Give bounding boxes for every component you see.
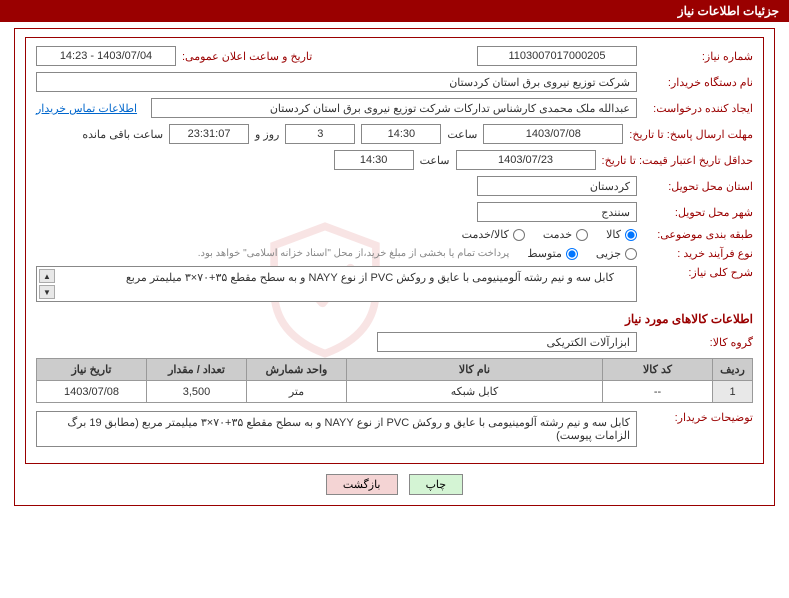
scroll-up-icon[interactable]: ▲ xyxy=(39,269,55,283)
td-name: کابل شبکه xyxy=(347,381,603,403)
radio-label-cat-0: کالا xyxy=(606,228,621,241)
field-deadline1-date: 1403/07/08 xyxy=(483,124,623,144)
radio-category-0[interactable]: کالا xyxy=(606,228,637,241)
scroll-down-icon[interactable]: ▼ xyxy=(39,285,55,299)
label-deadline1: مهلت ارسال پاسخ: تا تاریخ: xyxy=(629,128,753,141)
label-goods-group: گروه کالا: xyxy=(643,336,753,349)
radio-label-proc-1: متوسط xyxy=(527,247,562,260)
th-qty: تعداد / مقدار xyxy=(147,359,247,381)
radio-input-proc-0[interactable] xyxy=(625,248,637,260)
label-dayword: روز و xyxy=(255,128,279,141)
td-qty: 3,500 xyxy=(147,381,247,403)
label-province: استان محل تحویل: xyxy=(643,180,753,193)
label-overall-desc: شرح کلی نیاز: xyxy=(643,266,753,279)
table-row: 1 -- کابل شبکه متر 3,500 1403/07/08 xyxy=(37,381,753,403)
field-deadline2-date: 1403/07/23 xyxy=(456,150,596,170)
td-code: -- xyxy=(603,381,713,403)
label-hour-2: ساعت xyxy=(420,154,450,167)
buyer-contact-link[interactable]: اطلاعات تماس خریدار xyxy=(36,102,137,115)
goods-section-title: اطلاعات کالاهای مورد نیاز xyxy=(36,312,753,326)
label-need-no: شماره نیاز: xyxy=(643,50,753,63)
process-hint: پرداخت تمام یا بخشی از مبلغ خرید،از محل … xyxy=(198,248,510,259)
field-province: کردستان xyxy=(477,176,637,196)
label-hour-1: ساعت xyxy=(447,128,477,141)
field-announce: 1403/07/04 - 14:23 xyxy=(36,46,176,66)
radio-process-1[interactable]: متوسط xyxy=(527,247,578,260)
radio-input-cat-0[interactable] xyxy=(625,229,637,241)
field-deadline1-days: 3 xyxy=(285,124,355,144)
radio-label-proc-0: جزیی xyxy=(596,247,621,260)
label-announce: تاریخ و ساعت اعلان عمومی: xyxy=(182,50,312,63)
label-deadline2: حداقل تاریخ اعتبار قیمت: تا تاریخ: xyxy=(602,154,753,167)
th-unit: واحد شمارش xyxy=(247,359,347,381)
radio-group-process: جزیی متوسط xyxy=(527,247,637,260)
th-idx: ردیف xyxy=(713,359,753,381)
label-buyer-org: نام دستگاه خریدار: xyxy=(643,76,753,89)
table-header-row: ردیف کد کالا نام کالا واحد شمارش تعداد /… xyxy=(37,359,753,381)
overall-desc-text: کابل سه و نیم رشته آلومینیومی با عایق و … xyxy=(126,272,614,284)
th-date: تاریخ نیاز xyxy=(37,359,147,381)
radio-input-cat-1[interactable] xyxy=(576,229,588,241)
radio-group-category: کالا خدمت کالا/خدمت xyxy=(462,228,637,241)
label-category: طبقه بندی موضوعی: xyxy=(643,228,753,241)
radio-input-proc-1[interactable] xyxy=(566,248,578,260)
td-date: 1403/07/08 xyxy=(37,381,147,403)
goods-table: ردیف کد کالا نام کالا واحد شمارش تعداد /… xyxy=(36,358,753,403)
title-bar: جزئیات اطلاعات نیاز xyxy=(0,0,789,22)
label-requester: ایجاد کننده درخواست: xyxy=(643,102,753,115)
radio-input-cat-2[interactable] xyxy=(513,229,525,241)
radio-process-0[interactable]: جزیی xyxy=(596,247,637,260)
radio-label-cat-2: کالا/خدمت xyxy=(462,228,509,241)
td-idx: 1 xyxy=(713,381,753,403)
field-goods-group: ابزارآلات الکتریکی xyxy=(377,332,637,352)
td-unit: متر xyxy=(247,381,347,403)
th-code: کد کالا xyxy=(603,359,713,381)
label-process: نوع فرآیند خرید : xyxy=(643,247,753,260)
field-need-no: 1103007017000205 xyxy=(477,46,637,66)
radio-category-1[interactable]: خدمت xyxy=(543,228,588,241)
radio-category-2[interactable]: کالا/خدمت xyxy=(462,228,525,241)
field-overall-desc: کابل سه و نیم رشته آلومینیومی با عایق و … xyxy=(36,266,637,302)
field-city: سنندج xyxy=(477,202,637,222)
radio-label-cat-1: خدمت xyxy=(543,228,572,241)
print-button[interactable]: چاپ xyxy=(409,474,464,495)
buyer-notes-text: کابل سه و نیم رشته آلومینیومی با عایق و … xyxy=(67,417,630,442)
field-deadline1-time: 14:30 xyxy=(361,124,441,144)
field-deadline1-countdown: 23:31:07 xyxy=(169,124,249,144)
field-requester: عبدالله ملک محمدی کارشناس تدارکات شرکت ت… xyxy=(151,98,637,118)
field-buyer-org: شرکت توزیع نیروی برق استان کردستان xyxy=(36,72,637,92)
label-city: شهر محل تحویل: xyxy=(643,206,753,219)
label-remaining: ساعت باقی مانده xyxy=(82,128,163,141)
back-button[interactable]: بازگشت xyxy=(326,474,398,495)
field-deadline2-time: 14:30 xyxy=(334,150,414,170)
label-buyer-notes: توضیحات خریدار: xyxy=(643,411,753,424)
field-buyer-notes: کابل سه و نیم رشته آلومینیومی با عایق و … xyxy=(36,411,637,447)
th-name: نام کالا xyxy=(347,359,603,381)
